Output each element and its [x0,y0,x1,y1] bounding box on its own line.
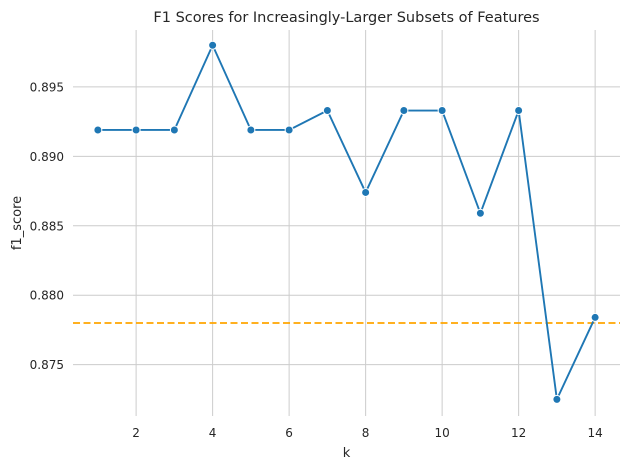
x-tick-label: 6 [285,426,293,440]
data-point [93,125,103,135]
data-point [284,125,294,135]
plot-background [73,30,620,416]
data-point [399,106,409,116]
data-point [322,106,332,116]
x-tick-label: 10 [434,426,449,440]
x-tick-label: 4 [209,426,217,440]
grid-lines [73,30,620,416]
series-group [93,40,600,404]
data-point [169,125,179,135]
x-axis-title: k [343,446,351,461]
y-tick-label: 0.880 [30,289,64,303]
y-tick-labels: 0.875 0.880 0.885 0.890 0.895 [30,80,64,372]
data-point [361,187,371,197]
data-point [208,40,218,50]
y-tick-label: 0.890 [30,150,64,164]
y-tick-label: 0.875 [30,358,64,372]
data-point [514,106,524,116]
data-point [437,106,447,116]
series-line [97,44,597,401]
data-point [590,312,600,322]
x-tick-label: 8 [362,426,370,440]
data-point [552,394,562,404]
data-point [246,125,256,135]
x-tick-label: 2 [132,426,140,440]
x-tick-labels: 2 4 6 8 10 12 14 [132,426,602,440]
y-tick-label: 0.895 [30,80,64,94]
y-axis-title: f1_score [10,196,25,250]
y-tick-label: 0.885 [30,219,64,233]
data-point [475,208,485,218]
chart-title: F1 Scores for Increasingly-Larger Subset… [153,10,539,26]
data-point [131,125,141,135]
x-tick-label: 12 [511,426,526,440]
x-tick-label: 14 [587,426,602,440]
